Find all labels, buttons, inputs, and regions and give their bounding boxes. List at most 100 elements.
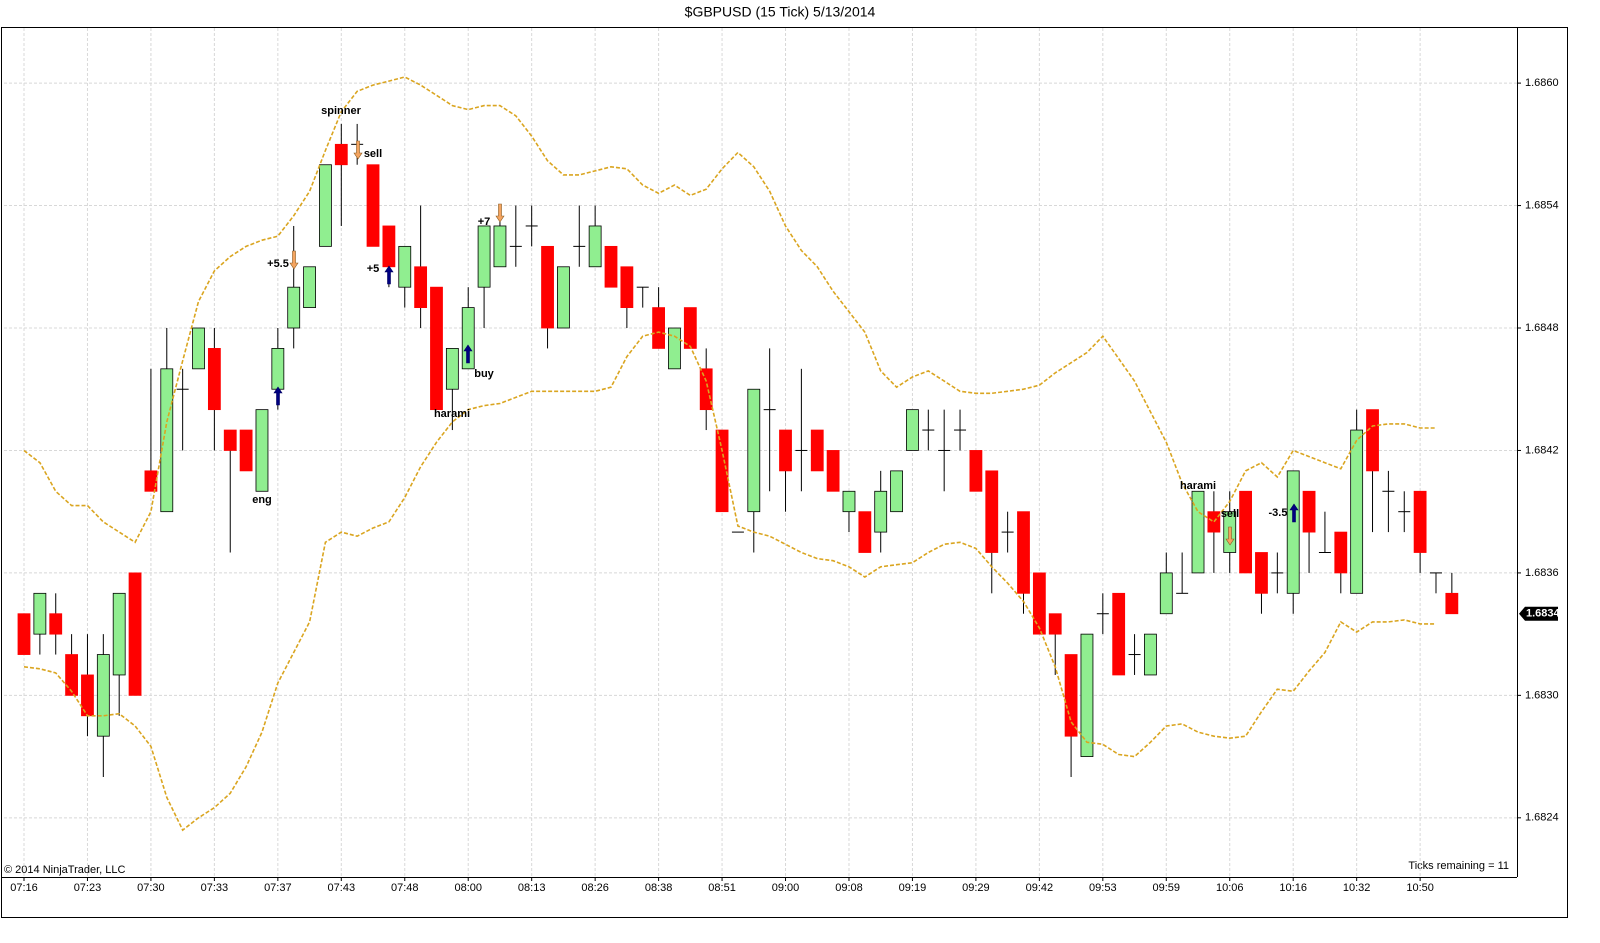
x-tick-label: 08:51 <box>708 882 736 894</box>
candle-body <box>604 245 618 288</box>
annotation: buy <box>474 368 494 380</box>
sell-arrow <box>353 140 363 160</box>
candle-body <box>207 348 221 411</box>
candle-body <box>699 368 713 411</box>
candle-body <box>493 225 507 268</box>
y-tick-label: 1.6842 <box>1525 444 1559 456</box>
candle-body <box>1048 613 1062 635</box>
candle-body <box>239 429 253 472</box>
candle-body <box>1144 633 1157 676</box>
x-tick-label: 10:32 <box>1343 882 1371 894</box>
candle-body <box>192 327 205 370</box>
candle-body <box>620 266 634 308</box>
x-tick-label: 09:42 <box>1026 882 1054 894</box>
candle-body <box>890 470 903 513</box>
price-marker-label: 1.6834 <box>1526 608 1561 620</box>
annotation: -3.5 <box>1269 507 1288 519</box>
x-tick-label: 07:37 <box>264 882 292 894</box>
x-tick-label: 09:59 <box>1153 882 1181 894</box>
x-tick-label: 09:08 <box>835 882 863 894</box>
candle-body <box>747 388 761 513</box>
candle-body <box>33 592 47 635</box>
x-tick-label: 10:50 <box>1406 882 1434 894</box>
lower-band <box>23 331 1436 832</box>
buy-arrow <box>1289 503 1299 523</box>
x-tick-label: 08:26 <box>581 882 609 894</box>
candle-body <box>160 368 174 513</box>
candle-body <box>1239 490 1253 574</box>
candle-body <box>1017 511 1030 594</box>
x-tick-label: 07:30 <box>137 882 165 894</box>
candle-body <box>874 490 888 533</box>
candle-body <box>303 266 316 308</box>
buy-arrow <box>463 344 473 364</box>
x-tick-label: 10:06 <box>1216 882 1244 894</box>
candle-body <box>588 225 602 268</box>
frame <box>1 27 1568 918</box>
annotation: +5.5 <box>267 258 289 270</box>
candle-body <box>477 225 491 288</box>
y-tick-label: 1.6860 <box>1525 77 1559 89</box>
chart-title: $GBPUSD (15 Tick) 5/13/2014 <box>685 4 876 20</box>
sell-arrow <box>1225 526 1235 546</box>
y-tick-label: 1.6830 <box>1525 689 1559 701</box>
x-tick-label: 08:13 <box>518 882 546 894</box>
x-tick-label: 07:43 <box>328 882 356 894</box>
x-tick-label: 07:48 <box>391 882 419 894</box>
candle-body <box>366 164 380 247</box>
upper-band <box>23 76 1436 544</box>
candle-body <box>1191 490 1205 574</box>
candle-body <box>17 613 31 655</box>
candle-body <box>255 409 269 492</box>
y-tick-label: 1.6854 <box>1525 199 1559 211</box>
candle-body <box>1207 511 1221 533</box>
y-tick-label: 1.6836 <box>1525 567 1559 579</box>
candle-body <box>96 654 110 737</box>
candle-body <box>557 266 570 329</box>
candle-body <box>1286 470 1300 594</box>
annotation: spinner <box>321 105 361 117</box>
buy-arrow <box>273 386 283 406</box>
annotation: +5 <box>367 263 380 275</box>
annotation: harami <box>434 408 470 420</box>
candle-body <box>128 572 142 696</box>
candle-body <box>445 348 459 390</box>
buy-arrow <box>384 265 394 285</box>
copyright: © 2014 NinjaTrader, LLC <box>4 864 125 876</box>
candle-body <box>652 307 665 349</box>
candle-body <box>906 409 919 451</box>
candle-body <box>1064 654 1078 737</box>
x-tick-label: 09:00 <box>772 882 800 894</box>
candle-body <box>810 429 824 472</box>
candle-body <box>1255 552 1268 594</box>
candle-body <box>1350 429 1364 594</box>
candle-body <box>271 348 285 390</box>
candle-body <box>1334 531 1348 574</box>
candle-body <box>398 245 412 288</box>
candle-body <box>430 286 443 411</box>
candle-body <box>1112 592 1126 676</box>
x-tick-label: 08:38 <box>645 882 673 894</box>
candle-body <box>985 470 999 553</box>
sell-arrow <box>495 203 505 223</box>
candle-body <box>683 307 697 349</box>
candle-body <box>969 450 983 492</box>
y-tick-label: 1.6848 <box>1525 322 1559 334</box>
candle-body <box>668 327 681 370</box>
candle-body <box>1080 633 1094 757</box>
candle-body <box>779 429 792 472</box>
candle-body <box>65 654 78 696</box>
candle-body <box>414 266 428 308</box>
annotation: sell <box>1221 508 1239 520</box>
candle-body <box>112 592 126 676</box>
x-tick-label: 07:33 <box>201 882 229 894</box>
candle-body <box>1366 409 1379 472</box>
x-tick-label: 10:16 <box>1279 882 1307 894</box>
candle-body <box>1032 572 1046 635</box>
annotation: eng <box>252 494 272 506</box>
candle-body <box>144 470 158 492</box>
candle-body <box>1413 490 1427 553</box>
candle-body <box>319 164 332 247</box>
status-text: Ticks remaining = 11 <box>1408 860 1509 872</box>
